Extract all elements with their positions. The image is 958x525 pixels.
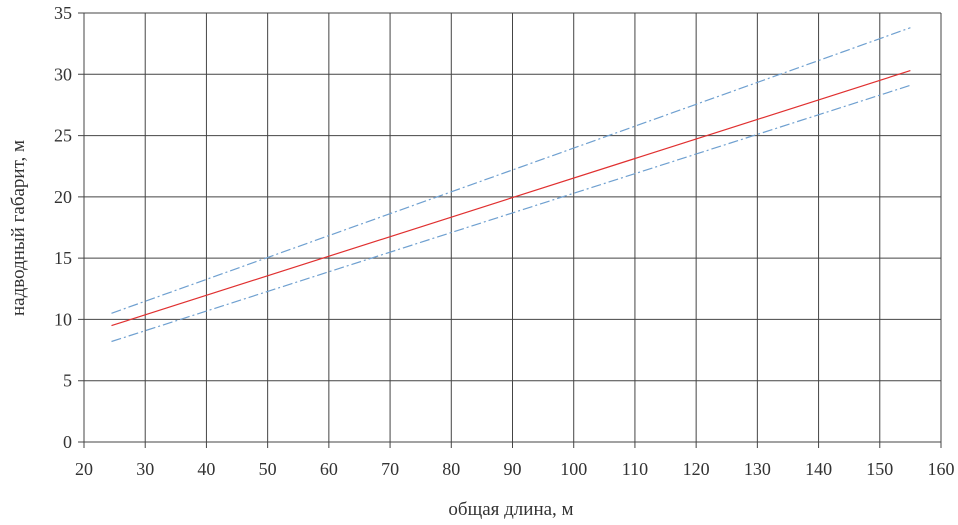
x-tick-labels: 20 30 40 50 60 70 80 90 100 110 120 130 140 150 160: [75, 459, 955, 479]
x-tick-label: 70: [381, 459, 399, 479]
series-line-2: [111, 27, 911, 314]
y-tick-label: 10: [54, 309, 72, 329]
x-tick-label: 80: [442, 459, 460, 479]
x-tick-label: 30: [136, 459, 154, 479]
y-tick-labels: 0 5 10 15 20 25 30 35: [54, 3, 72, 452]
x-tick-label: 120: [683, 459, 710, 479]
x-tick-label: 40: [197, 459, 215, 479]
series-line-1: [111, 70, 911, 327]
y-tick-label: 25: [54, 126, 72, 146]
y-tick-label: 30: [54, 64, 72, 84]
x-tick-label: 130: [744, 459, 771, 479]
x-tick-label: 90: [504, 459, 522, 479]
y-tick-label: 15: [54, 248, 72, 268]
y-tick-label: 35: [54, 3, 72, 23]
x-tick-label: 150: [866, 459, 893, 479]
grid: [78, 12, 942, 448]
x-tick-label: 140: [805, 459, 832, 479]
y-tick-label: 20: [54, 187, 72, 207]
x-tick-label: 20: [75, 459, 93, 479]
y-tick-label: 5: [63, 371, 72, 391]
y-axis-label: надводный габарит, м: [8, 140, 29, 316]
x-tick-label: 50: [259, 459, 277, 479]
x-tick-label: 60: [320, 459, 338, 479]
series-lines: [111, 27, 911, 343]
x-tick-label: 110: [622, 459, 648, 479]
y-tick-label: 0: [63, 432, 72, 452]
series-line-3: [111, 84, 911, 343]
x-tick-label: 100: [560, 459, 587, 479]
x-axis-label: общая длина, м: [448, 499, 573, 520]
x-tick-label: 160: [928, 459, 955, 479]
